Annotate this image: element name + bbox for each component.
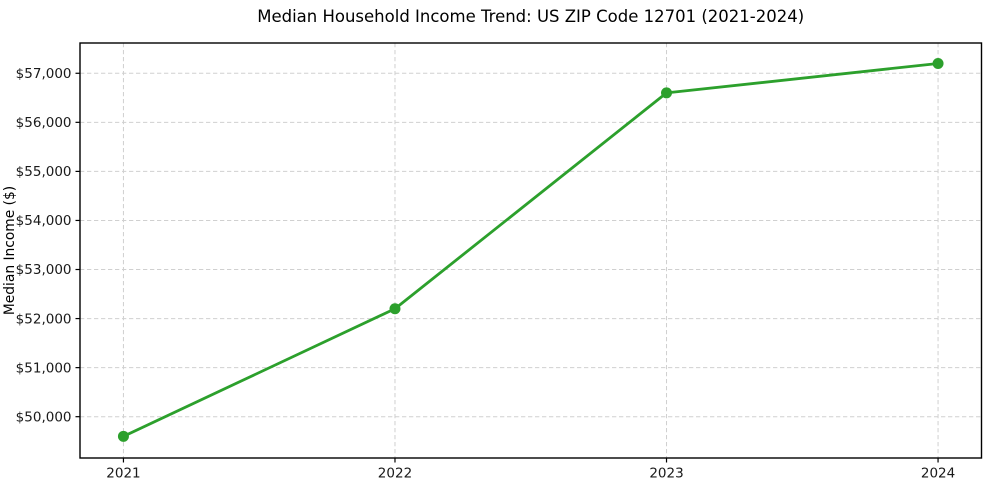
gridlines <box>80 43 982 458</box>
y-axis-label: Median Income ($) <box>2 186 18 315</box>
plot-border <box>79 42 983 459</box>
x-tick-label: 2023 <box>649 466 683 482</box>
data-point-2022 <box>389 303 401 315</box>
y-tick-label: $56,000 <box>16 115 72 131</box>
chart-title: Median Household Income Trend: US ZIP Co… <box>257 7 804 26</box>
y-tick-label: $54,000 <box>16 213 72 229</box>
x-tick-label: 2024 <box>921 466 955 482</box>
y-tick-label: $53,000 <box>16 262 72 278</box>
x-tick-label: 2022 <box>378 466 412 482</box>
y-tick-label: $55,000 <box>16 164 72 180</box>
y-tick-label: $52,000 <box>16 311 72 327</box>
y-tick-label: $50,000 <box>16 409 72 425</box>
axis-ticks <box>75 72 939 463</box>
data-point-2021 <box>117 430 129 442</box>
trend-line <box>122 62 940 438</box>
data-point-2023 <box>661 87 673 99</box>
y-tick-label: $51,000 <box>16 360 72 376</box>
plot-area: $50,000 $51,000 $52,000 $53,000 $54,000 $55,0… <box>16 42 983 482</box>
y-tick-label: $57,000 <box>16 66 72 82</box>
data-point-2024 <box>932 57 944 69</box>
x-tick-label: 2021 <box>106 466 140 482</box>
tick-labels: $50,000 $51,000 $52,000 $53,000 $54,000 $55,0… <box>16 66 956 482</box>
